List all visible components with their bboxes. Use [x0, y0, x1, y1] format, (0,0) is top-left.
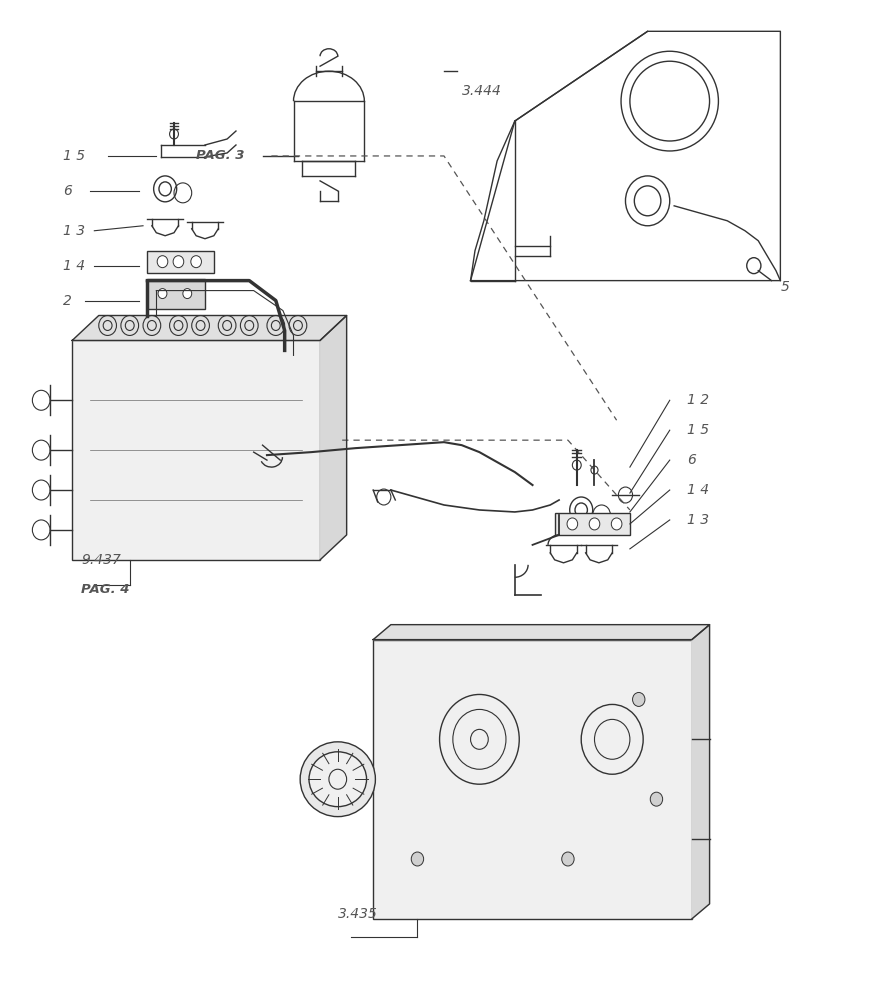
FancyBboxPatch shape	[147, 251, 214, 273]
Circle shape	[158, 289, 167, 299]
Circle shape	[589, 518, 599, 530]
Text: PAG. 4: PAG. 4	[81, 583, 130, 596]
Text: 5: 5	[781, 280, 789, 294]
Bar	[555, 513, 630, 535]
Circle shape	[611, 518, 622, 530]
Text: 2: 2	[63, 294, 72, 308]
Ellipse shape	[300, 742, 376, 817]
Circle shape	[562, 852, 575, 866]
Circle shape	[183, 289, 192, 299]
Circle shape	[632, 692, 645, 706]
Text: 6: 6	[687, 453, 696, 467]
Text: 1 2: 1 2	[687, 393, 710, 407]
Ellipse shape	[309, 752, 367, 807]
Circle shape	[173, 256, 184, 268]
Bar	[147, 279, 205, 309]
Text: 1 3: 1 3	[63, 224, 85, 238]
Bar	[373, 640, 692, 919]
Circle shape	[157, 256, 168, 268]
Text: PAG. 3: PAG. 3	[196, 149, 244, 162]
Polygon shape	[373, 625, 710, 640]
Text: 1 4: 1 4	[63, 259, 85, 273]
Polygon shape	[320, 316, 346, 560]
Circle shape	[191, 256, 202, 268]
Text: 1 4: 1 4	[687, 483, 710, 497]
Text: 9.437: 9.437	[81, 553, 121, 567]
Text: 3.435: 3.435	[337, 907, 377, 921]
Circle shape	[567, 518, 578, 530]
Text: 6: 6	[63, 184, 72, 198]
Text: 3.444: 3.444	[462, 84, 502, 98]
Circle shape	[411, 852, 424, 866]
Polygon shape	[72, 316, 346, 340]
Text: 1 5: 1 5	[63, 149, 85, 163]
Text: 1 3: 1 3	[687, 513, 710, 527]
Polygon shape	[692, 625, 710, 919]
Circle shape	[650, 792, 662, 806]
Bar	[72, 340, 320, 560]
Text: 1 5: 1 5	[687, 423, 710, 437]
